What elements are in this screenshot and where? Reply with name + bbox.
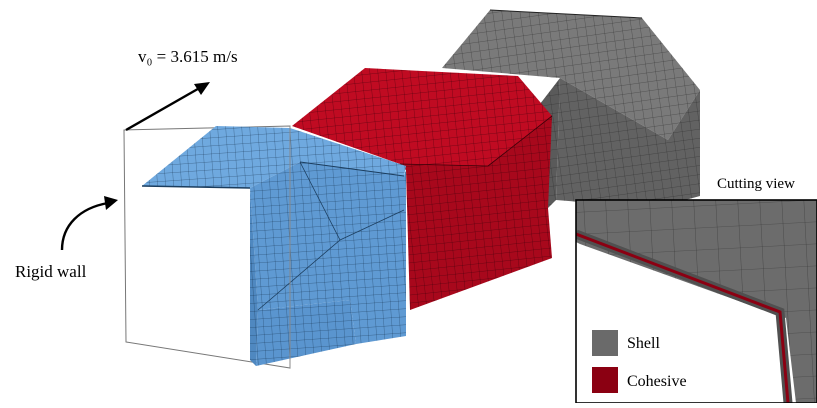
velocity-arrow	[125, 82, 210, 132]
legend-swatch-cohesive	[592, 367, 618, 393]
legend-swatch-shell	[592, 330, 618, 356]
legend-label-cohesive: Cohesive	[627, 373, 687, 390]
velocity-label: v₀ = 3.615 m/s	[138, 47, 238, 66]
legend: Shell Cohesive	[592, 330, 687, 393]
red-module	[292, 68, 553, 310]
cutting-view-label: Cutting view	[717, 176, 795, 192]
legend-label-shell: Shell	[627, 335, 660, 352]
gray-module	[442, 9, 700, 208]
blue-module	[141, 126, 406, 366]
rigid-wall-label: Rigid wall	[15, 262, 87, 281]
rigid-wall-arrow	[60, 196, 118, 251]
